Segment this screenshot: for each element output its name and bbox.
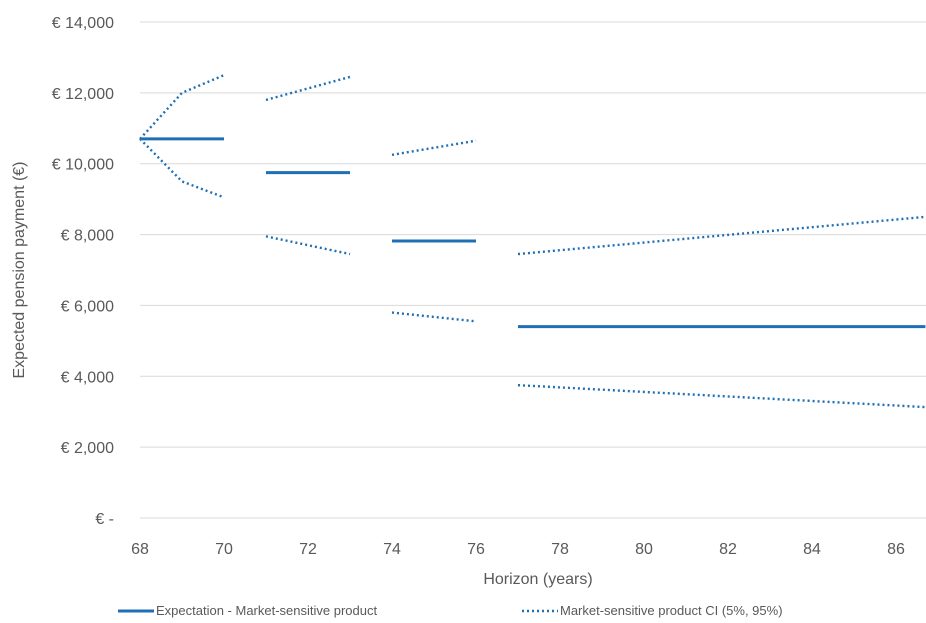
x-axis-tick-labels: 68 70 72 74 76 78 80 82 84 86 [131, 541, 905, 558]
y-tick-label: € 8,000 [61, 228, 114, 245]
y-tick-label: € 6,000 [61, 298, 114, 315]
legend-label: Expectation - Market-sensitive product [156, 603, 377, 618]
y-axis-tick-labels: € - € 2,000 € 4,000 € 6,000 € 8,000 € 10,000 €… [52, 15, 114, 528]
ci-line-segment [517, 215, 926, 256]
ci-line-segment [139, 138, 225, 199]
x-tick-label: 80 [635, 541, 653, 558]
x-tick-label: 78 [551, 541, 569, 558]
x-axis-title: Horizon (years) [483, 571, 592, 588]
y-tick-label: € 2,000 [61, 440, 114, 457]
legend: Expectation - Market-sensitive product Ma… [118, 603, 783, 618]
y-tick-label: € 4,000 [61, 369, 114, 386]
y-tick-label: € 10,000 [52, 157, 114, 174]
x-tick-label: 74 [383, 541, 401, 558]
x-tick-label: 70 [215, 541, 233, 558]
x-tick-label: 86 [887, 541, 905, 558]
series-lines [139, 74, 926, 409]
ci-line-segment [391, 311, 477, 323]
legend-label: Market-sensitive product CI (5%, 95%) [560, 603, 783, 618]
y-tick-label: € - [95, 511, 114, 528]
x-tick-label: 68 [131, 541, 149, 558]
ci-line-segment [391, 139, 477, 157]
x-tick-label: 72 [299, 541, 317, 558]
ci-line-segment [517, 383, 926, 409]
x-tick-label: 82 [719, 541, 737, 558]
ci-line-segment [139, 74, 225, 140]
gridlines [140, 21, 926, 519]
y-tick-label: € 12,000 [52, 86, 114, 103]
ci-line-segment [265, 75, 351, 102]
ci-line-segment [265, 235, 351, 256]
x-tick-label: 76 [467, 541, 485, 558]
y-tick-label: € 14,000 [52, 15, 114, 32]
y-axis-title: Expected pension payment (€) [11, 161, 28, 378]
x-tick-label: 84 [803, 541, 821, 558]
